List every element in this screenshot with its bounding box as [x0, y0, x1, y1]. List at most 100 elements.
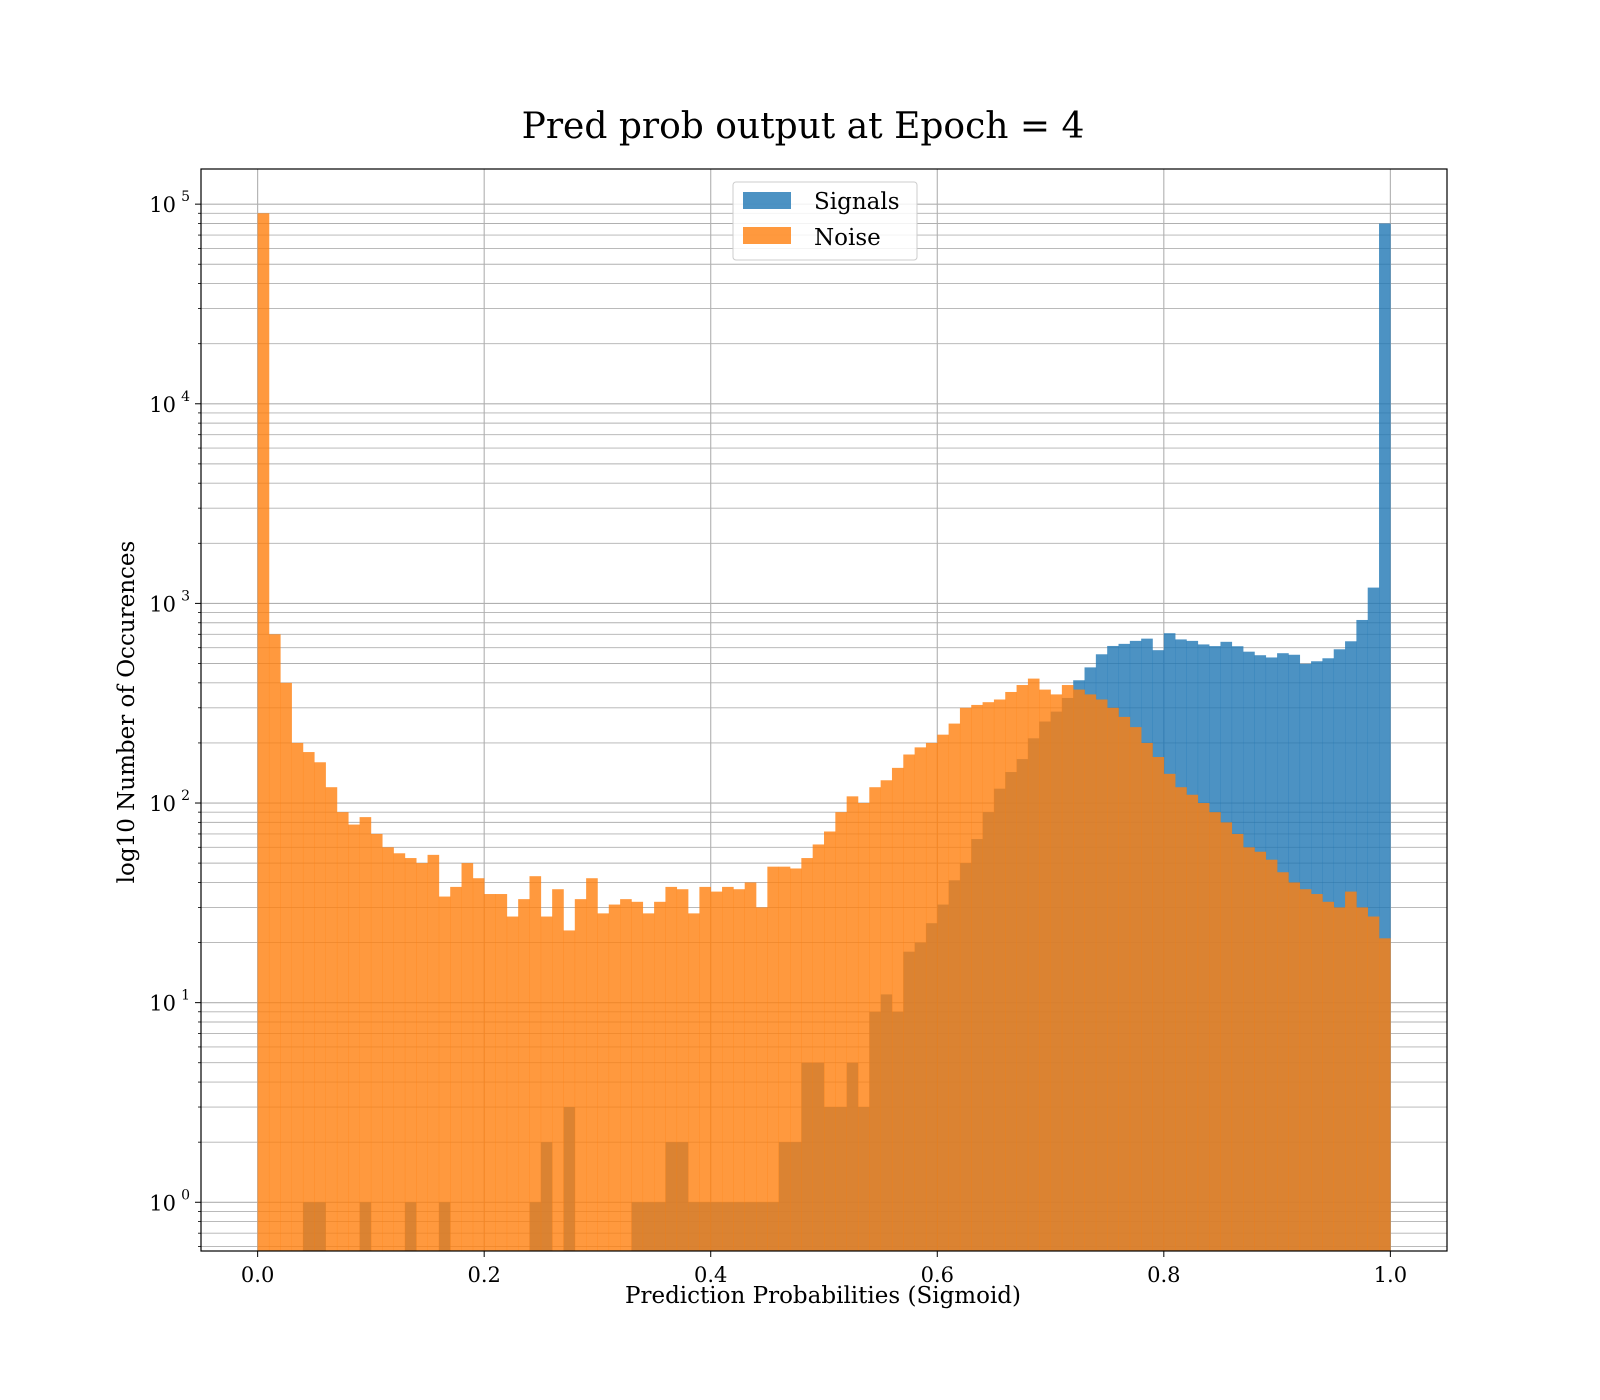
noise-bar: [948, 723, 961, 1251]
noise-bar: [1141, 742, 1153, 1251]
legend-swatch-signals: [743, 192, 791, 209]
x-tick-label: 0.6: [921, 1263, 954, 1287]
noise-bar: [1333, 907, 1346, 1251]
noise-bar: [427, 854, 440, 1251]
noise-bar: [314, 762, 326, 1251]
noise-bar: [1379, 938, 1391, 1251]
noise-bar: [1197, 803, 1210, 1251]
noise-bar: [1299, 889, 1312, 1251]
legend-label-noise: Noise: [814, 225, 881, 251]
noise-bar: [1265, 859, 1278, 1251]
noise-bar: [756, 907, 768, 1251]
noise-bar: [778, 866, 791, 1251]
noise-bar: [359, 817, 372, 1251]
y-axis-ticks: 10 0 10 1 10 2 10 3 10 4 10 5: [149, 189, 201, 1247]
noise-bar: [722, 886, 734, 1251]
noise-bar: [914, 747, 927, 1251]
noise-bar: [620, 899, 632, 1251]
noise-bar: [1345, 891, 1357, 1251]
noise-bar: [484, 894, 496, 1251]
noise-bar: [631, 901, 644, 1251]
noise-bar: [540, 916, 553, 1251]
noise-bar: [891, 767, 904, 1251]
noise-bar: [1311, 894, 1323, 1251]
noise-bar: [1107, 707, 1119, 1251]
noise-bar: [699, 886, 712, 1251]
legend-label-signals: Signals: [814, 189, 900, 215]
noise-bar: [268, 634, 281, 1251]
y-tick-exponent: 2: [181, 788, 190, 804]
noise-bar: [506, 916, 519, 1251]
plot-area: [200, 168, 1448, 1252]
noise-bar: [812, 844, 825, 1251]
noise-bar: [370, 833, 383, 1251]
noise-bar: [1084, 694, 1097, 1251]
noise-bar: [710, 891, 723, 1251]
noise-bar: [1243, 847, 1255, 1251]
noise-bar: [291, 742, 304, 1251]
noise-bar: [1322, 901, 1335, 1251]
noise-bar: [801, 858, 813, 1251]
noise-bar: [552, 889, 564, 1251]
noise-bar: [1163, 773, 1176, 1251]
noise-bar: [382, 847, 394, 1251]
noise-bar: [744, 882, 757, 1251]
noise-bar: [1175, 787, 1187, 1251]
x-axis-label: Prediction Probabilities (Sigmoid): [625, 1283, 1021, 1309]
noise-bar: [461, 863, 474, 1251]
y-tick-exponent: 4: [181, 389, 190, 405]
noise-bar: [1186, 794, 1199, 1251]
noise-bar: [880, 780, 893, 1251]
y-tick-label: 10: [149, 592, 176, 616]
noise-bar: [563, 930, 576, 1251]
noise-bar: [925, 742, 938, 1251]
noise-bar: [325, 787, 338, 1251]
y-tick-exponent: 5: [181, 189, 190, 205]
y-tick-label: 10: [149, 792, 176, 816]
noise-bar: [1016, 685, 1029, 1251]
noise-bar: [416, 863, 428, 1251]
noise-bar: [824, 831, 836, 1251]
noise-bar: [302, 752, 315, 1251]
y-tick-exponent: 0: [181, 1187, 190, 1203]
noise-bar: [654, 901, 666, 1251]
signals-bar: [1379, 223, 1391, 1252]
y-tick-exponent: 3: [181, 588, 190, 604]
noise-bar: [393, 853, 406, 1251]
y-axis-label: log10 Number of Occurences: [114, 541, 140, 884]
plot-frame: [200, 168, 1448, 1252]
chart-title: Pred prob output at Epoch = 4: [522, 106, 1085, 147]
noise-bar: [1254, 851, 1267, 1251]
noise-bar: [642, 913, 655, 1251]
noise-bar: [733, 889, 746, 1251]
y-tick-exponent: 1: [181, 988, 190, 1004]
noise-bar: [1118, 716, 1131, 1251]
noise-bar: [676, 889, 689, 1251]
noise-bar: [529, 876, 542, 1251]
noise-bar: [835, 812, 847, 1251]
noise-bar: [348, 824, 360, 1251]
noise-bar: [518, 899, 530, 1251]
noise-bar: [1095, 699, 1108, 1251]
noise-bar: [903, 754, 915, 1251]
noise-bar: [1027, 678, 1040, 1251]
noise-bar: [1288, 882, 1301, 1251]
noise-bars: [257, 213, 1391, 1251]
noise-bar: [959, 707, 972, 1251]
noise-bar: [1367, 916, 1380, 1251]
noise-bar: [450, 886, 462, 1251]
noise-bar: [982, 702, 995, 1251]
noise-bar: [438, 896, 451, 1251]
noise-bar: [1061, 685, 1074, 1251]
noise-bar: [1220, 822, 1233, 1251]
noise-bar: [257, 213, 270, 1251]
noise-bar: [472, 878, 485, 1251]
noise-bar: [1039, 689, 1051, 1251]
noise-bar: [857, 803, 870, 1251]
noise-bar: [1209, 812, 1221, 1251]
noise-bar: [336, 812, 349, 1251]
noise-bar: [937, 734, 949, 1251]
noise-bar: [1356, 907, 1369, 1251]
y-tick-label: 10: [149, 193, 176, 217]
noise-bar: [608, 904, 621, 1251]
